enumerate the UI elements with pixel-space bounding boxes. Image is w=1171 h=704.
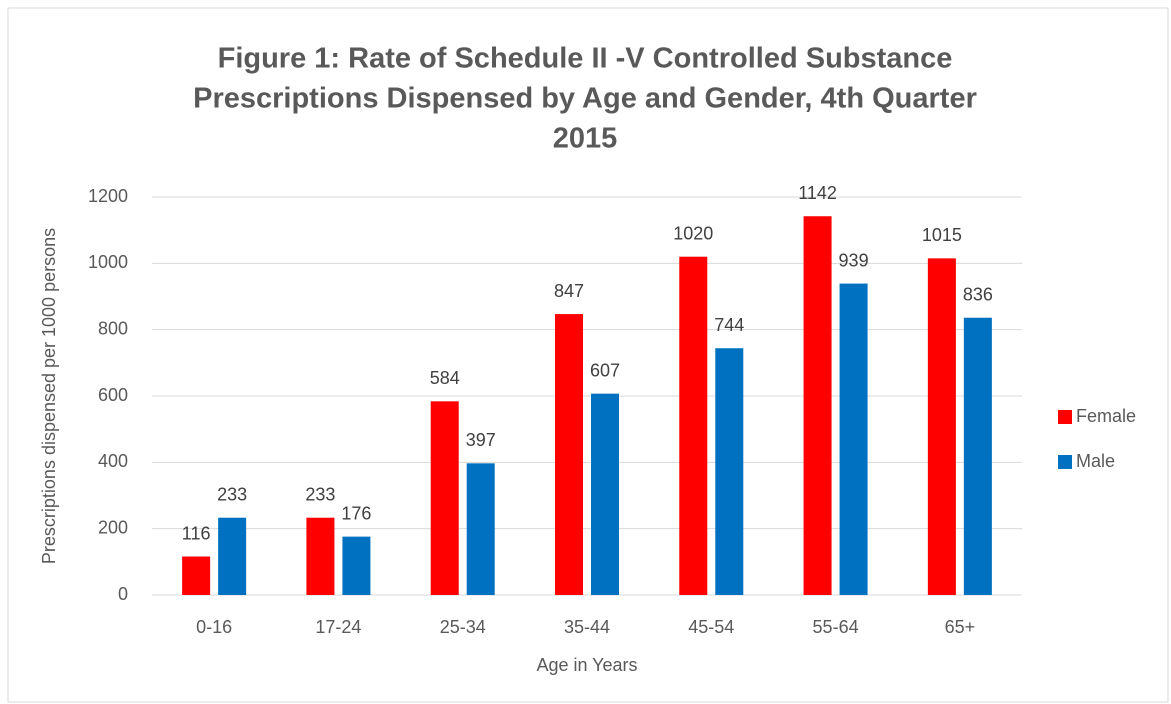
bar: [182, 556, 211, 595]
legend-swatch: [1058, 455, 1072, 469]
data-label: 1015: [922, 225, 962, 245]
x-tick-label: 17-24: [315, 617, 361, 637]
data-label: 1020: [673, 223, 713, 243]
x-tick-label: 35-44: [564, 617, 610, 637]
x-tick-label: 45-54: [688, 617, 734, 637]
data-label: 397: [466, 430, 496, 450]
data-label: 939: [839, 250, 869, 270]
y-tick-label: 800: [98, 318, 128, 338]
data-label: 233: [305, 484, 335, 504]
bar: [839, 283, 868, 595]
chart-title: Prescriptions Dispensed by Age and Gende…: [193, 83, 977, 115]
bar: [555, 314, 583, 595]
bar: [803, 216, 832, 595]
bar: [591, 393, 619, 595]
bar: [430, 401, 459, 595]
y-tick-label: 1200: [88, 186, 128, 206]
data-label: 847: [554, 281, 584, 301]
legend-label: Female: [1076, 406, 1136, 426]
y-tick-label: 600: [98, 385, 128, 405]
bar: [679, 256, 708, 595]
bar: [218, 517, 247, 595]
bar: [927, 258, 956, 595]
x-tick-label: 25-34: [440, 617, 486, 637]
x-axis-title: Age in Years: [536, 655, 637, 675]
data-label: 584: [430, 368, 460, 388]
y-tick-label: 400: [98, 451, 128, 471]
bar: [715, 348, 744, 595]
y-tick-label: 1000: [88, 252, 128, 272]
y-tick-label: 200: [98, 517, 128, 537]
data-label: 1142: [798, 183, 837, 203]
legend-swatch: [1058, 410, 1072, 424]
x-tick-label: 65+: [945, 617, 976, 637]
chart-title: Figure 1: Rate of Schedule II -V Control…: [218, 43, 953, 75]
bar: [963, 317, 992, 595]
bar: [466, 463, 495, 595]
bar: [306, 517, 335, 595]
x-tick-label: 0-16: [196, 617, 232, 637]
data-label: 744: [714, 315, 744, 335]
data-label: 607: [590, 360, 620, 380]
x-tick-label: 55-64: [813, 617, 859, 637]
bar: [342, 536, 371, 595]
data-label: 233: [217, 484, 247, 504]
y-tick-label: 0: [118, 584, 128, 604]
data-label: 176: [341, 503, 371, 523]
data-label: 116: [182, 523, 211, 543]
legend-label: Male: [1076, 451, 1115, 471]
data-label: 836: [963, 284, 993, 304]
chart-title: 2015: [553, 123, 618, 155]
y-axis-title: Prescriptions dispensed per 1000 persons: [39, 228, 59, 564]
